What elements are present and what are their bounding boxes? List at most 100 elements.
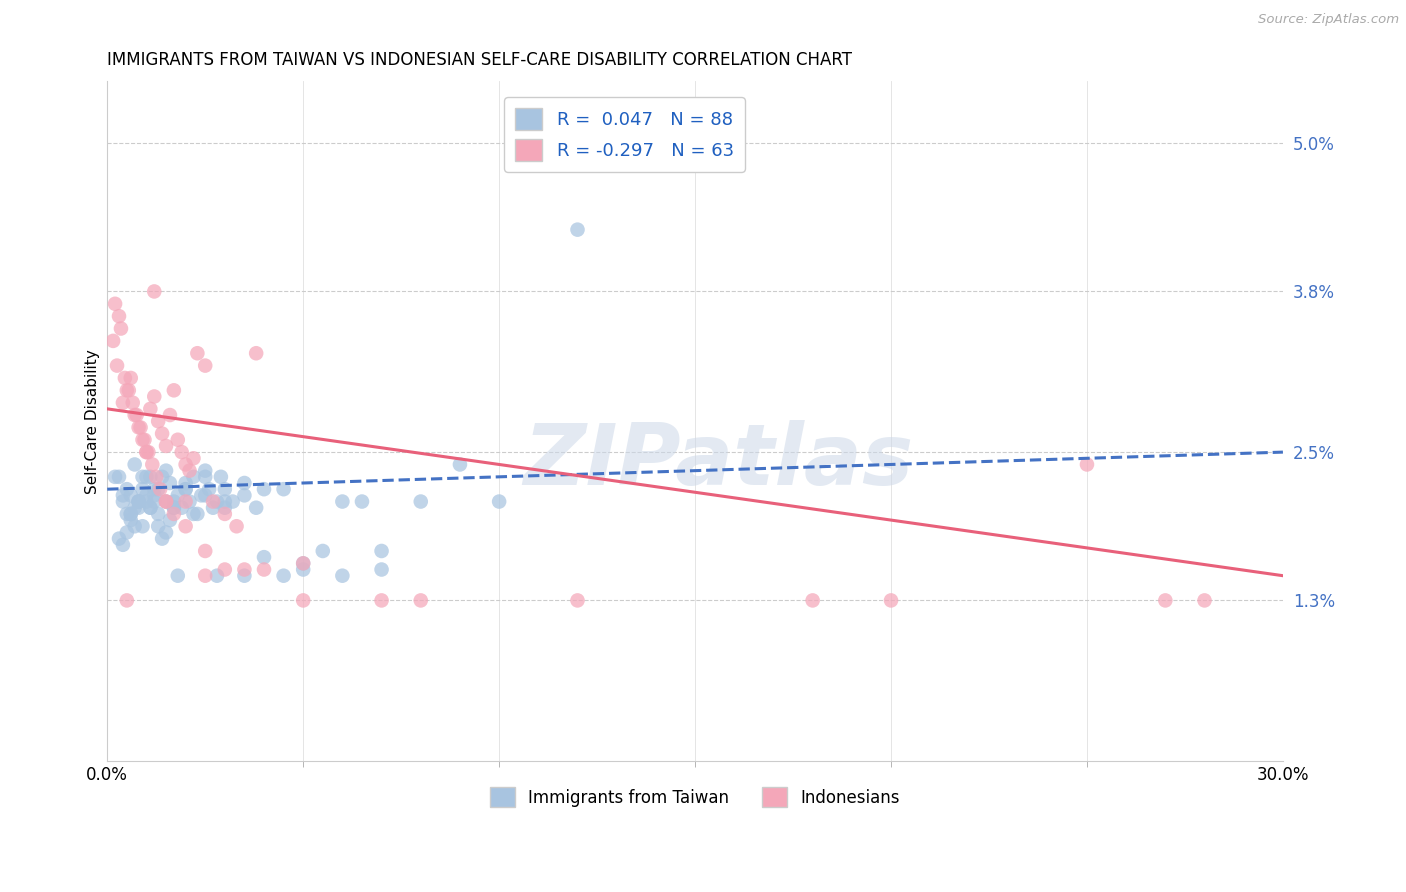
Point [163, 507, 186, 521]
Point [159, 475, 181, 490]
Point [128, 500, 150, 515]
Point [214, 562, 236, 576]
Point [139, 470, 162, 484]
Text: ZIPatlas: ZIPatlas [523, 420, 914, 503]
Point [163, 384, 186, 398]
Point [292, 557, 315, 571]
Point [273, 482, 295, 496]
Point [292, 557, 315, 571]
Point [567, 222, 589, 236]
Point [205, 568, 228, 582]
Point [253, 562, 276, 576]
Point [141, 458, 163, 472]
Point [120, 507, 142, 521]
Point [148, 482, 170, 496]
Point [163, 500, 186, 515]
Point [155, 494, 177, 508]
Point [149, 482, 172, 496]
Point [233, 475, 256, 490]
Point [253, 550, 276, 565]
Point [128, 494, 150, 508]
Point [143, 285, 166, 299]
Point [221, 494, 243, 508]
Point [214, 494, 236, 508]
Point [139, 500, 162, 515]
Point [312, 544, 335, 558]
Point [370, 544, 392, 558]
Point [245, 346, 267, 360]
Point [120, 513, 142, 527]
Point [129, 420, 152, 434]
Point [166, 433, 188, 447]
Point [1154, 593, 1177, 607]
Legend: Immigrants from Taiwan, Indonesians: Immigrants from Taiwan, Indonesians [484, 780, 907, 814]
Point [128, 494, 150, 508]
Point [108, 470, 131, 484]
Point [488, 494, 510, 508]
Point [121, 395, 143, 409]
Point [111, 538, 134, 552]
Point [174, 458, 197, 472]
Point [233, 488, 256, 502]
Point [120, 488, 142, 502]
Point [124, 408, 146, 422]
Point [183, 507, 205, 521]
Point [253, 482, 276, 496]
Point [194, 464, 217, 478]
Point [148, 414, 170, 428]
Point [118, 384, 141, 398]
Point [111, 488, 134, 502]
Point [125, 408, 148, 422]
Point [150, 532, 173, 546]
Point [163, 500, 186, 515]
Point [170, 500, 193, 515]
Point [115, 507, 138, 521]
Point [449, 458, 471, 472]
Point [350, 494, 373, 508]
Point [131, 470, 153, 484]
Point [135, 445, 157, 459]
Point [159, 408, 181, 422]
Point [104, 470, 127, 484]
Point [179, 494, 201, 508]
Point [155, 439, 177, 453]
Point [190, 488, 212, 502]
Point [194, 359, 217, 373]
Point [332, 568, 354, 582]
Point [801, 593, 824, 607]
Point [166, 568, 188, 582]
Point [148, 507, 170, 521]
Point [198, 482, 221, 496]
Text: IMMIGRANTS FROM TAIWAN VS INDONESIAN SELF-CARE DISABILITY CORRELATION CHART: IMMIGRANTS FROM TAIWAN VS INDONESIAN SEL… [107, 51, 852, 69]
Point [166, 488, 188, 502]
Point [135, 494, 157, 508]
Point [194, 568, 217, 582]
Point [131, 433, 153, 447]
Point [131, 482, 153, 496]
Point [202, 500, 225, 515]
Point [179, 464, 201, 478]
Point [128, 420, 150, 434]
Point [101, 334, 124, 348]
Point [120, 371, 142, 385]
Point [233, 562, 256, 576]
Point [183, 470, 205, 484]
Point [143, 494, 166, 508]
Point [143, 488, 166, 502]
Point [114, 371, 136, 385]
Point [194, 544, 217, 558]
Point [139, 401, 162, 416]
Point [131, 519, 153, 533]
Point [108, 532, 131, 546]
Point [370, 562, 392, 576]
Point [150, 470, 173, 484]
Point [174, 494, 197, 508]
Point [110, 321, 132, 335]
Point [124, 519, 146, 533]
Point [104, 297, 127, 311]
Y-axis label: Self-Care Disability: Self-Care Disability [86, 349, 100, 493]
Point [205, 494, 228, 508]
Point [115, 593, 138, 607]
Point [880, 593, 903, 607]
Point [111, 494, 134, 508]
